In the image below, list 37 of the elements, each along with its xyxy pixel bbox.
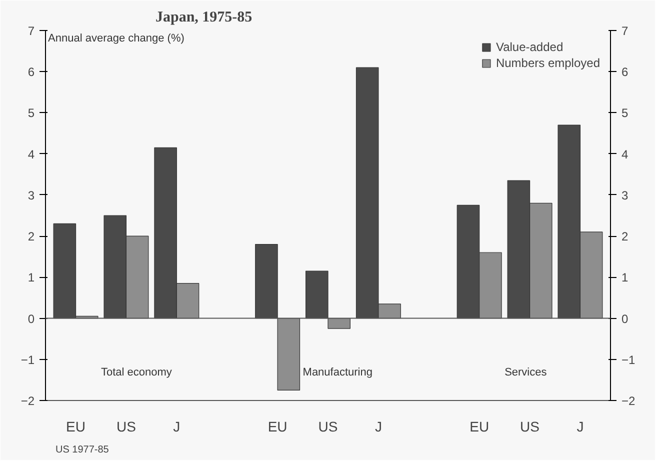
y2-tick-label: 6 (622, 65, 628, 80)
legend-label: Value-added (496, 40, 564, 54)
text: US 1977-85 (56, 444, 110, 456)
y-tick-label: −1 (20, 352, 35, 367)
x-tick-label: J (576, 418, 584, 434)
y2-tick-label: 7 (622, 24, 628, 38)
y-tick-label: 1 (28, 270, 35, 285)
y-tick-label: 2 (28, 230, 35, 244)
x-tick-label: J (374, 418, 382, 434)
y2-tick-label: −1 (622, 352, 636, 367)
y2-tick-label: 0 (622, 312, 628, 326)
x-tick-label: EU (470, 418, 490, 434)
x-tick-label: US (116, 418, 136, 434)
x-tick-label: J (173, 418, 180, 434)
chart-title: Japan, 1975-85 (156, 10, 252, 26)
legend-label: Numbers employed (496, 56, 600, 70)
y-tick-label: 4 (28, 147, 35, 162)
y-axis-title: Annual average change (%) (48, 32, 184, 44)
x-tick-label: EU (268, 418, 288, 434)
annotation: Total economy (100, 366, 172, 378)
y2-tick-label: 5 (622, 106, 628, 120)
y-tick-label: 5 (28, 106, 35, 120)
y-tick-label: −2 (20, 394, 35, 408)
y2-tick-label: 2 (622, 230, 628, 244)
y2-tick-label: 1 (622, 270, 628, 285)
annotation: Services (504, 366, 548, 378)
y2-tick-label: 4 (622, 147, 628, 162)
y-tick-label: 0 (28, 312, 35, 326)
x-tick-label: US (520, 418, 540, 434)
y2-tick-label: −2 (622, 394, 636, 408)
x-tick-label: EU (66, 418, 86, 434)
y-tick-label: 6 (28, 65, 35, 80)
annotation: Manufacturing (302, 366, 372, 378)
y-tick-label: 7 (28, 24, 35, 38)
y-tick-label: 3 (28, 188, 35, 202)
x-tick-label: US (318, 418, 338, 434)
y2-tick-label: 3 (622, 188, 628, 202)
